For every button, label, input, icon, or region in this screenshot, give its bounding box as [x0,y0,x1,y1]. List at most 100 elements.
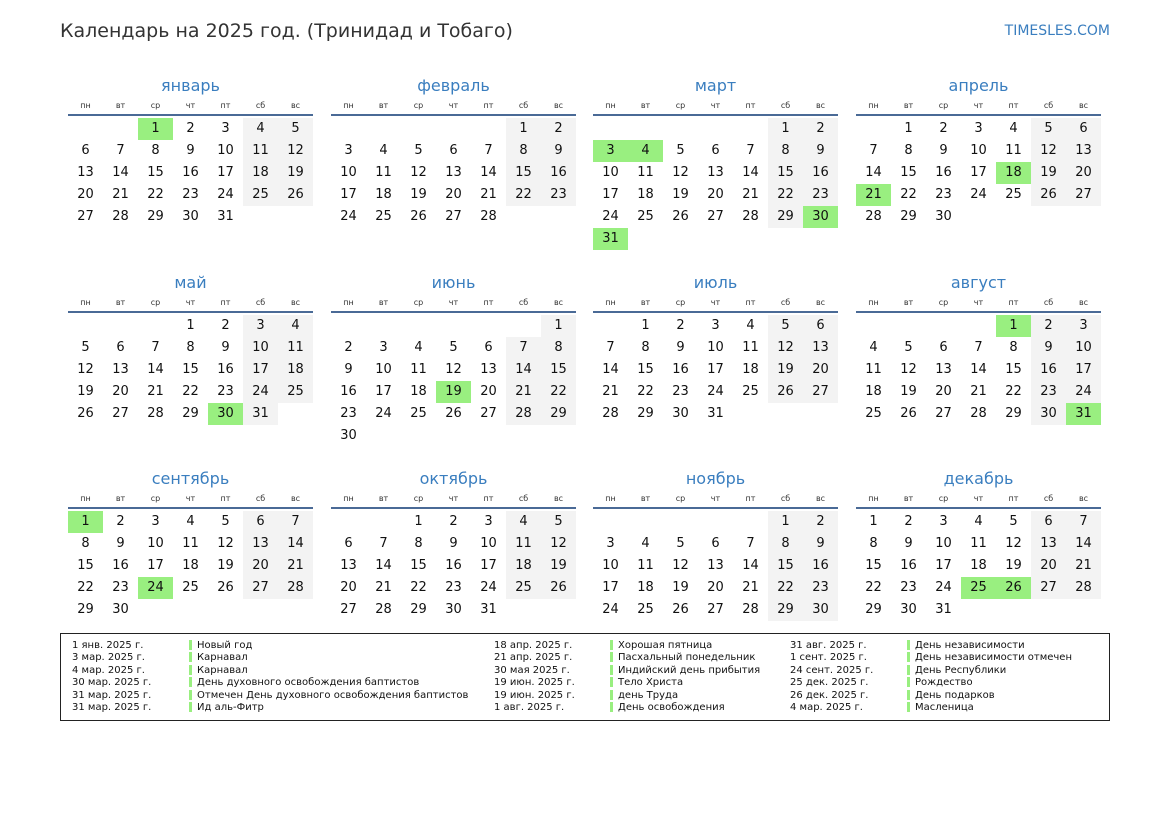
day-cell[interactable]: 23 [340,406,357,421]
day-cell[interactable]: 23 [672,384,689,399]
day-cell[interactable]: 6 [116,340,125,355]
day-cell[interactable]: 29 [865,602,882,617]
day-cell[interactable]: 27 [707,602,724,617]
day-cell[interactable]: 14 [278,533,313,555]
day-cell[interactable]: 29 [147,209,164,224]
day-cell[interactable]: 28 [278,577,313,599]
day-cell[interactable]: 21 [742,580,759,595]
day-cell[interactable]: 12 [541,533,576,555]
day-cell[interactable]: 21 [278,555,313,577]
day-cell[interactable]: 23 [217,384,234,399]
day-cell[interactable]: 14 [742,558,759,573]
day-cell[interactable]: 3 [974,121,983,136]
day-cell[interactable]: 22 [182,384,199,399]
day-cell[interactable]: 18 [375,187,392,202]
day-cell[interactable]: 30 [672,406,689,421]
day-cell[interactable]: 13 [243,533,278,555]
day-cell[interactable]: 26 [672,602,689,617]
day-cell[interactable]: 28 [742,602,759,617]
day-cell[interactable]: 11 [243,140,278,162]
day-cell[interactable]: 17 [602,580,619,595]
day-cell[interactable]: 13 [1066,140,1101,162]
day-cell[interactable]: 20 [1031,555,1066,577]
day-cell[interactable]: 8 [81,536,90,551]
day-cell[interactable]: 4 [974,514,983,529]
day-cell[interactable]: 31 [480,602,497,617]
day-cell[interactable]: 5 [221,514,230,529]
day-cell[interactable]: 10 [375,362,392,377]
day-cell[interactable]: 28 [112,209,129,224]
day-cell[interactable]: 31 [935,602,952,617]
day-cell[interactable]: 3 [151,514,160,529]
day-cell[interactable]: 7 [869,143,878,158]
day-cell[interactable]: 13 [340,558,357,573]
day-cell[interactable]: 5 [1009,514,1018,529]
day-cell[interactable]: 13 [1031,533,1066,555]
day-cell[interactable]: 17 [602,187,619,202]
day-cell[interactable]: 26 [278,184,313,206]
day-cell[interactable]: 20 [803,359,838,381]
day-cell[interactable]: 21 [506,381,541,403]
day-cell[interactable]: 1 [768,118,803,140]
day-cell[interactable]: 7 [116,143,125,158]
holiday-day-cell[interactable]: 31 [593,228,628,250]
day-cell[interactable]: 15 [865,558,882,573]
day-cell[interactable]: 24 [340,209,357,224]
day-cell[interactable]: 4 [186,514,195,529]
day-cell[interactable]: 11 [637,558,654,573]
day-cell[interactable]: 5 [768,315,803,337]
day-cell[interactable]: 20 [1066,162,1101,184]
day-cell[interactable]: 7 [746,143,755,158]
day-cell[interactable]: 21 [480,187,497,202]
day-cell[interactable]: 7 [379,536,388,551]
day-cell[interactable]: 18 [742,362,759,377]
day-cell[interactable]: 6 [939,340,948,355]
day-cell[interactable]: 5 [449,340,458,355]
day-cell[interactable]: 2 [221,318,230,333]
day-cell[interactable]: 15 [637,362,654,377]
day-cell[interactable]: 12 [445,362,462,377]
day-cell[interactable]: 8 [768,140,803,162]
day-cell[interactable]: 29 [410,602,427,617]
day-cell[interactable]: 2 [803,118,838,140]
day-cell[interactable]: 12 [900,362,917,377]
day-cell[interactable]: 3 [344,143,353,158]
day-cell[interactable]: 7 [278,511,313,533]
day-cell[interactable]: 2 [344,340,353,355]
day-cell[interactable]: 27 [707,209,724,224]
day-cell[interactable]: 14 [480,165,497,180]
day-cell[interactable]: 12 [672,165,689,180]
day-cell[interactable]: 17 [935,558,952,573]
day-cell[interactable]: 23 [1031,381,1066,403]
day-cell[interactable]: 7 [974,340,983,355]
day-cell[interactable]: 25 [410,406,427,421]
day-cell[interactable]: 24 [602,602,619,617]
day-cell[interactable]: 28 [865,209,882,224]
day-cell[interactable]: 2 [939,121,948,136]
day-cell[interactable]: 9 [344,362,353,377]
day-cell[interactable]: 7 [506,337,541,359]
day-cell[interactable]: 1 [768,511,803,533]
day-cell[interactable]: 11 [865,362,882,377]
day-cell[interactable]: 22 [768,577,803,599]
day-cell[interactable]: 13 [935,362,952,377]
day-cell[interactable]: 5 [278,118,313,140]
day-cell[interactable]: 26 [768,381,803,403]
day-cell[interactable]: 1 [869,514,878,529]
day-cell[interactable]: 31 [707,406,724,421]
day-cell[interactable]: 20 [340,580,357,595]
day-cell[interactable]: 6 [484,340,493,355]
holiday-day-cell[interactable]: 26 [996,577,1031,599]
day-cell[interactable]: 29 [768,599,803,621]
day-cell[interactable]: 17 [480,558,497,573]
day-cell[interactable]: 30 [112,602,129,617]
day-cell[interactable]: 8 [541,337,576,359]
day-cell[interactable]: 18 [243,162,278,184]
day-cell[interactable]: 12 [410,165,427,180]
day-cell[interactable]: 21 [1066,555,1101,577]
day-cell[interactable]: 20 [112,384,129,399]
day-cell[interactable]: 25 [742,384,759,399]
day-cell[interactable]: 20 [480,384,497,399]
day-cell[interactable]: 26 [410,209,427,224]
day-cell[interactable]: 27 [480,406,497,421]
